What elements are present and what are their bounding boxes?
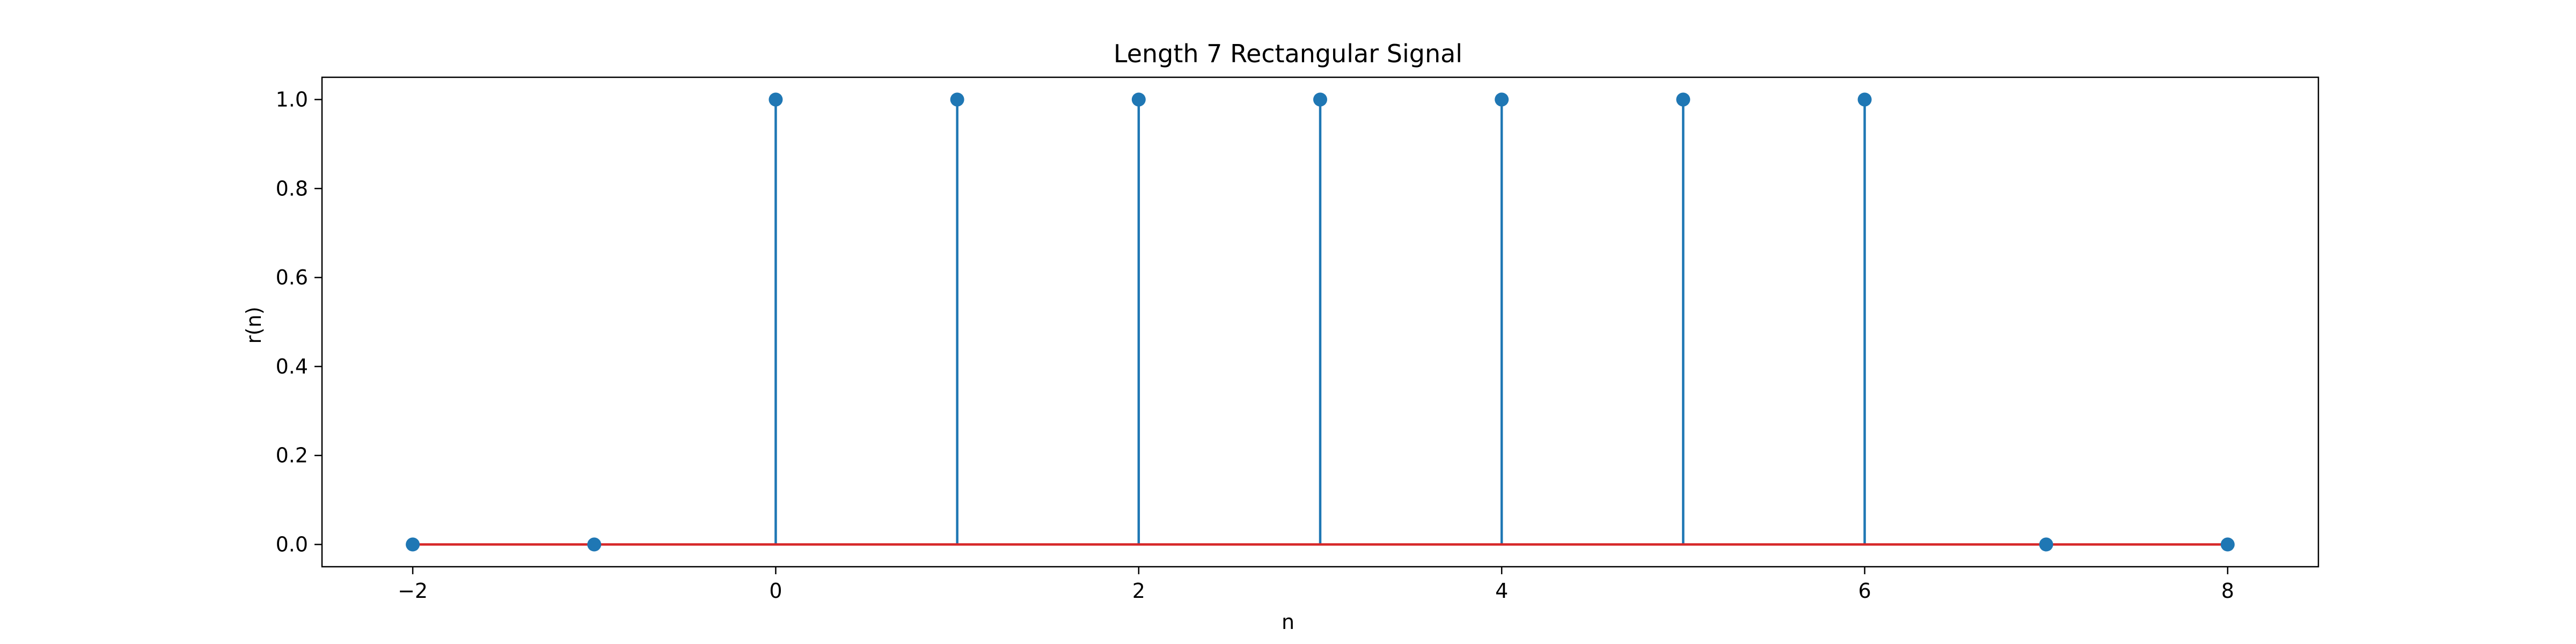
stem-marker bbox=[1676, 92, 1690, 107]
stem-marker bbox=[1857, 92, 1872, 107]
stem-marker bbox=[769, 92, 783, 107]
stem-marker bbox=[950, 92, 964, 107]
stem-marker bbox=[1495, 92, 1509, 107]
y-tick-label: 0.4 bbox=[276, 355, 308, 378]
axes-frame bbox=[321, 76, 2319, 568]
chart-title: Length 7 Rectangular Signal bbox=[1114, 39, 1462, 68]
y-tick-label: 0.0 bbox=[276, 533, 308, 557]
stem-marker bbox=[2220, 537, 2235, 552]
y-tick-label: 1.0 bbox=[276, 87, 308, 111]
x-tick-label: 0 bbox=[769, 579, 782, 603]
x-tick-label: 4 bbox=[1495, 579, 1508, 603]
y-tick-label: 0.6 bbox=[276, 266, 308, 289]
stem-marker bbox=[587, 537, 602, 552]
stem-marker bbox=[1313, 92, 1327, 107]
stem-marker bbox=[406, 537, 420, 552]
axis-ticks: −2 0 2 4 6 8 0.0 0.2 0.4 0.6 0.8 1.0 bbox=[276, 76, 2319, 603]
plot-area bbox=[406, 92, 2235, 552]
x-tick-label: 6 bbox=[1858, 579, 1871, 603]
x-tick-label: 2 bbox=[1132, 579, 1145, 603]
x-axis-label: n bbox=[1282, 610, 1294, 634]
y-axis-label: r(n) bbox=[242, 306, 266, 343]
stem-marker bbox=[2039, 537, 2053, 552]
y-tick-label: 0.8 bbox=[276, 177, 308, 200]
stem-marker bbox=[1131, 92, 1146, 107]
y-tick-label: 0.2 bbox=[276, 444, 308, 467]
x-tick-label: −2 bbox=[398, 579, 428, 603]
x-tick-label: 8 bbox=[2221, 579, 2234, 603]
